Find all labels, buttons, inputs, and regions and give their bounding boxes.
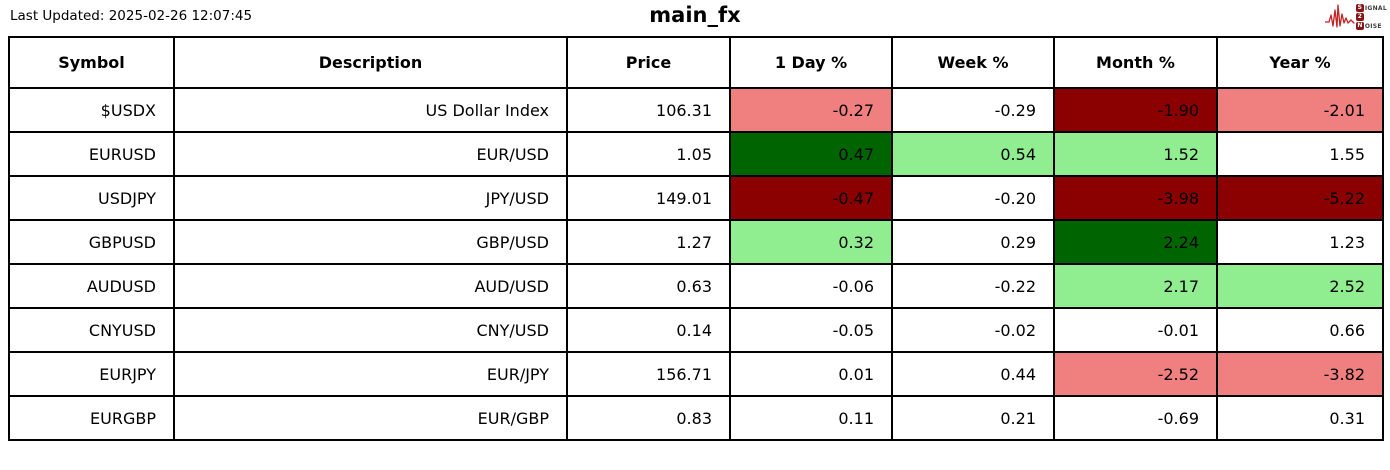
month-change-cell: -3.98: [1053, 175, 1218, 221]
day-change-cell: -0.27: [729, 87, 893, 133]
week-change-cell: -0.29: [891, 87, 1055, 133]
column-header-description: Description: [173, 36, 568, 89]
day-change-cell: -0.05: [729, 307, 893, 353]
brand-badge-n: N: [1355, 22, 1364, 30]
symbol-cell: EURGBP: [8, 395, 175, 441]
fx-table-body: $USDX US Dollar Index 106.31 -0.27 -0.29 -1.9…: [8, 87, 1384, 441]
week-change-cell: -0.20: [891, 175, 1055, 221]
symbol-cell: GBPUSD: [8, 219, 175, 265]
description-cell: EUR/GBP: [173, 395, 568, 441]
month-change-cell: -0.01: [1053, 307, 1218, 353]
symbol-cell: $USDX: [8, 87, 175, 133]
brand-line-2: 2: [1355, 13, 1387, 21]
day-change-cell: 0.47: [729, 131, 893, 177]
brand-text: S IGNAL 2 N OISE: [1355, 4, 1387, 30]
fx-table: Symbol Description Price 1 Day % Week % …: [8, 36, 1384, 441]
day-change-cell: 0.32: [729, 219, 893, 265]
column-header-1day: 1 Day %: [729, 36, 893, 89]
price-cell: 0.83: [566, 395, 731, 441]
week-change-cell: 0.21: [891, 395, 1055, 441]
week-change-cell: 0.54: [891, 131, 1055, 177]
brand-rest-noise: OISE: [1364, 22, 1382, 30]
brand-badge-s: S: [1355, 4, 1364, 12]
column-header-symbol: Symbol: [8, 36, 175, 89]
column-header-price: Price: [566, 36, 731, 89]
year-change-cell: 2.52: [1216, 263, 1384, 309]
description-cell: US Dollar Index: [173, 87, 568, 133]
month-change-cell: -2.52: [1053, 351, 1218, 397]
week-change-cell: -0.02: [891, 307, 1055, 353]
description-cell: AUD/USD: [173, 263, 568, 309]
price-cell: 106.31: [566, 87, 731, 133]
day-change-cell: 0.01: [729, 351, 893, 397]
week-change-cell: -0.22: [891, 263, 1055, 309]
month-change-cell: -1.90: [1053, 87, 1218, 133]
year-change-cell: 0.66: [1216, 307, 1384, 353]
price-cell: 0.14: [566, 307, 731, 353]
column-header-month: Month %: [1053, 36, 1218, 89]
table-row: USDJPY JPY/USD 149.01 -0.47 -0.20 -3.98 -5.22: [8, 175, 1384, 221]
month-change-cell: 2.17: [1053, 263, 1218, 309]
fx-table-header: Symbol Description Price 1 Day % Week % …: [8, 36, 1384, 89]
year-change-cell: -5.22: [1216, 175, 1384, 221]
year-change-cell: 1.23: [1216, 219, 1384, 265]
symbol-cell: CNYUSD: [8, 307, 175, 353]
year-change-cell: -2.01: [1216, 87, 1384, 133]
day-change-cell: -0.47: [729, 175, 893, 221]
table-row: AUDUSD AUD/USD 0.63 -0.06 -0.22 2.17 2.52: [8, 263, 1384, 309]
price-cell: 1.05: [566, 131, 731, 177]
table-row: GBPUSD GBP/USD 1.27 0.32 0.29 2.24 1.23: [8, 219, 1384, 265]
price-cell: 1.27: [566, 219, 731, 265]
brand-line-noise: N OISE: [1355, 22, 1387, 30]
table-row: EURUSD EUR/USD 1.05 0.47 0.54 1.52 1.55: [8, 131, 1384, 177]
description-cell: EUR/USD: [173, 131, 568, 177]
brand-badge-2: 2: [1355, 13, 1364, 21]
year-change-cell: 0.31: [1216, 395, 1384, 441]
day-change-cell: -0.06: [729, 263, 893, 309]
table-row: $USDX US Dollar Index 106.31 -0.27 -0.29 -1.9…: [8, 87, 1384, 133]
year-change-cell: 1.55: [1216, 131, 1384, 177]
symbol-cell: AUDUSD: [8, 263, 175, 309]
header-row: Symbol Description Price 1 Day % Week % …: [8, 36, 1384, 89]
week-change-cell: 0.44: [891, 351, 1055, 397]
brand-rest-signal: IGNAL: [1364, 4, 1387, 12]
description-cell: GBP/USD: [173, 219, 568, 265]
page-title: main_fx: [649, 3, 741, 27]
week-change-cell: 0.29: [891, 219, 1055, 265]
column-header-week: Week %: [891, 36, 1055, 89]
year-change-cell: -3.82: [1216, 351, 1384, 397]
description-cell: CNY/USD: [173, 307, 568, 353]
description-cell: JPY/USD: [173, 175, 568, 221]
last-updated-label: Last Updated: 2025-02-26 12:07:45: [10, 8, 253, 24]
price-cell: 149.01: [566, 175, 731, 221]
symbol-cell: USDJPY: [8, 175, 175, 221]
symbol-cell: EURJPY: [8, 351, 175, 397]
month-change-cell: 1.52: [1053, 131, 1218, 177]
price-cell: 156.71: [566, 351, 731, 397]
brand-logo: S IGNAL 2 N OISE: [1324, 2, 1387, 32]
month-change-cell: -0.69: [1053, 395, 1218, 441]
waveform-icon: [1324, 2, 1355, 32]
price-cell: 0.63: [566, 263, 731, 309]
table-row: EURJPY EUR/JPY 156.71 0.01 0.44 -2.52 -3.82: [8, 351, 1384, 397]
symbol-cell: EURUSD: [8, 131, 175, 177]
day-change-cell: 0.11: [729, 395, 893, 441]
brand-line-signal: S IGNAL: [1355, 4, 1387, 12]
table-row: CNYUSD CNY/USD 0.14 -0.05 -0.02 -0.01 0.66: [8, 307, 1384, 353]
description-cell: EUR/JPY: [173, 351, 568, 397]
month-change-cell: 2.24: [1053, 219, 1218, 265]
table-row: EURGBP EUR/GBP 0.83 0.11 0.21 -0.69 0.31: [8, 395, 1384, 441]
column-header-year: Year %: [1216, 36, 1384, 89]
